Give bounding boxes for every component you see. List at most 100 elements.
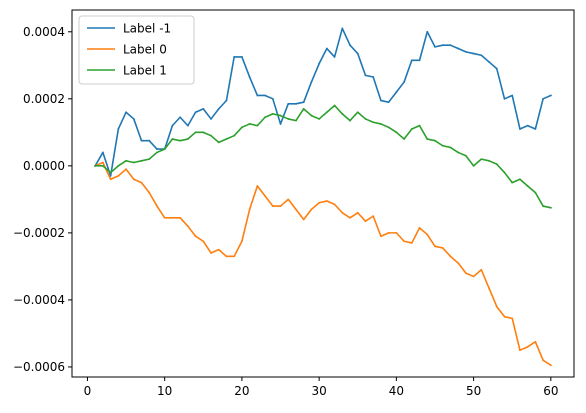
data-point (403, 81, 405, 83)
data-point (109, 175, 112, 177)
data-point (519, 349, 521, 352)
data-point (256, 94, 259, 97)
data-point (156, 151, 158, 154)
data-point (94, 164, 97, 167)
data-point (341, 27, 344, 30)
data-point (248, 76, 251, 78)
data-point (325, 47, 328, 50)
y-tick-label: −0.0002 (13, 226, 65, 240)
x-tick-label: 60 (543, 384, 558, 398)
data-point (271, 97, 274, 100)
y-tick-label: −0.0006 (13, 360, 65, 374)
data-point (109, 178, 112, 181)
data-point (464, 50, 467, 53)
data-point (426, 138, 429, 140)
data-point (140, 139, 143, 142)
data-point (434, 245, 436, 248)
data-point (225, 255, 228, 258)
data-point (410, 242, 413, 244)
data-point (248, 123, 251, 125)
data-point (264, 116, 266, 119)
data-point (372, 215, 375, 218)
data-point (534, 191, 537, 194)
data-point (101, 151, 104, 154)
data-point (441, 44, 444, 47)
data-point (495, 163, 498, 166)
plot-frame (71, 9, 575, 378)
data-point (132, 178, 135, 181)
data-point (310, 81, 313, 83)
data-point (302, 101, 305, 104)
data-point (403, 240, 405, 243)
data-point (380, 235, 382, 238)
data-point (132, 118, 135, 120)
data-point (488, 61, 490, 63)
y-tick-label: 0.0000 (23, 159, 65, 173)
x-axis: 0 10 20 30 40 50 60 (84, 377, 558, 398)
data-point (210, 252, 212, 254)
data-point (526, 124, 529, 127)
data-point (279, 114, 282, 117)
x-tick-label: 30 (311, 384, 326, 398)
data-point (248, 208, 251, 211)
data-point (109, 171, 112, 174)
data-point (449, 44, 452, 47)
data-point (503, 97, 506, 100)
data-point (526, 185, 529, 187)
data-point (225, 99, 228, 102)
y-axis: −0.0006 −0.0004 −0.0002 0.0000 0.0002 0.0004 (13, 25, 72, 374)
data-point (364, 220, 367, 223)
data-point (349, 119, 351, 122)
data-point (171, 216, 174, 219)
data-point (125, 111, 127, 114)
data-point (217, 248, 220, 251)
data-point (202, 131, 205, 134)
data-point (549, 94, 552, 97)
x-tick-label: 20 (234, 384, 249, 398)
data-point (457, 47, 460, 50)
data-point (380, 99, 382, 102)
data-point (333, 104, 336, 107)
data-point (534, 128, 537, 130)
data-point (542, 359, 545, 362)
data-point (434, 139, 436, 142)
series-line-1 (94, 161, 552, 367)
legend-label-0: Label -1 (123, 22, 171, 36)
data-point (395, 231, 398, 234)
y-tick-label: 0.0004 (23, 25, 65, 39)
data-point (418, 124, 421, 127)
data-point (179, 139, 182, 142)
data-point (403, 138, 405, 140)
data-point (148, 158, 151, 161)
data-point (449, 146, 452, 149)
data-point (542, 97, 545, 100)
data-point (256, 124, 259, 127)
data-point (256, 185, 259, 187)
data-point (279, 123, 282, 125)
data-point (449, 255, 452, 258)
data-point (271, 205, 274, 207)
data-point (156, 148, 158, 150)
data-point (364, 74, 367, 77)
data-point (171, 138, 174, 140)
data-point (233, 255, 236, 258)
data-point (480, 268, 483, 271)
data-point (264, 94, 266, 97)
data-point (464, 154, 467, 157)
data-point (549, 206, 552, 209)
x-tick-label: 10 (157, 384, 172, 398)
data-point (549, 364, 552, 367)
data-point (434, 45, 436, 48)
data-point (418, 59, 421, 62)
data-point (194, 111, 197, 114)
data-point (202, 240, 205, 243)
data-point (117, 164, 120, 167)
data-point (148, 139, 151, 142)
data-point (395, 131, 398, 134)
data-point (519, 178, 521, 181)
data-point (101, 161, 104, 164)
data-point (241, 240, 243, 243)
data-point (271, 112, 274, 115)
data-point (395, 91, 398, 94)
